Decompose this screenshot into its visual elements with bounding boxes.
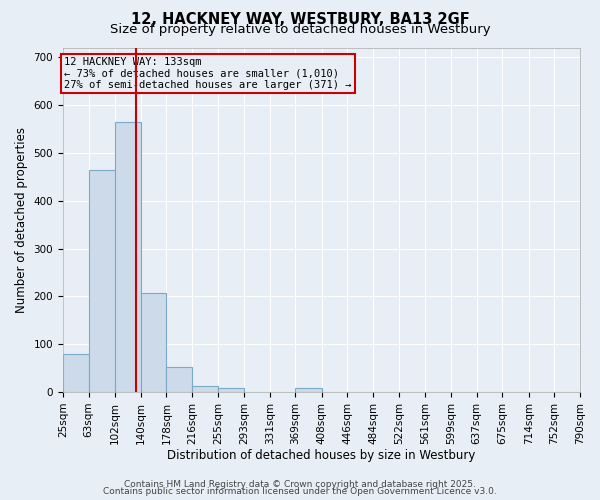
Text: 12 HACKNEY WAY: 133sqm
← 73% of detached houses are smaller (1,010)
27% of semi-: 12 HACKNEY WAY: 133sqm ← 73% of detached… (64, 57, 352, 90)
Bar (89, 170, 115, 392)
Bar (192, 386, 218, 392)
Bar (218, 388, 244, 392)
Text: Contains public sector information licensed under the Open Government Licence v3: Contains public sector information licen… (103, 488, 497, 496)
X-axis label: Distribution of detached houses by size in Westbury: Distribution of detached houses by size … (167, 450, 476, 462)
Bar (63, 354, 89, 392)
Y-axis label: Number of detached properties: Number of detached properties (15, 127, 28, 313)
Bar (295, 388, 322, 392)
Bar (115, 122, 140, 392)
Bar (166, 366, 192, 392)
Text: 12, HACKNEY WAY, WESTBURY, BA13 2GF: 12, HACKNEY WAY, WESTBURY, BA13 2GF (131, 12, 469, 28)
Text: Size of property relative to detached houses in Westbury: Size of property relative to detached ho… (110, 22, 490, 36)
Text: Contains HM Land Registry data © Crown copyright and database right 2025.: Contains HM Land Registry data © Crown c… (124, 480, 476, 489)
Bar (140, 293, 166, 392)
